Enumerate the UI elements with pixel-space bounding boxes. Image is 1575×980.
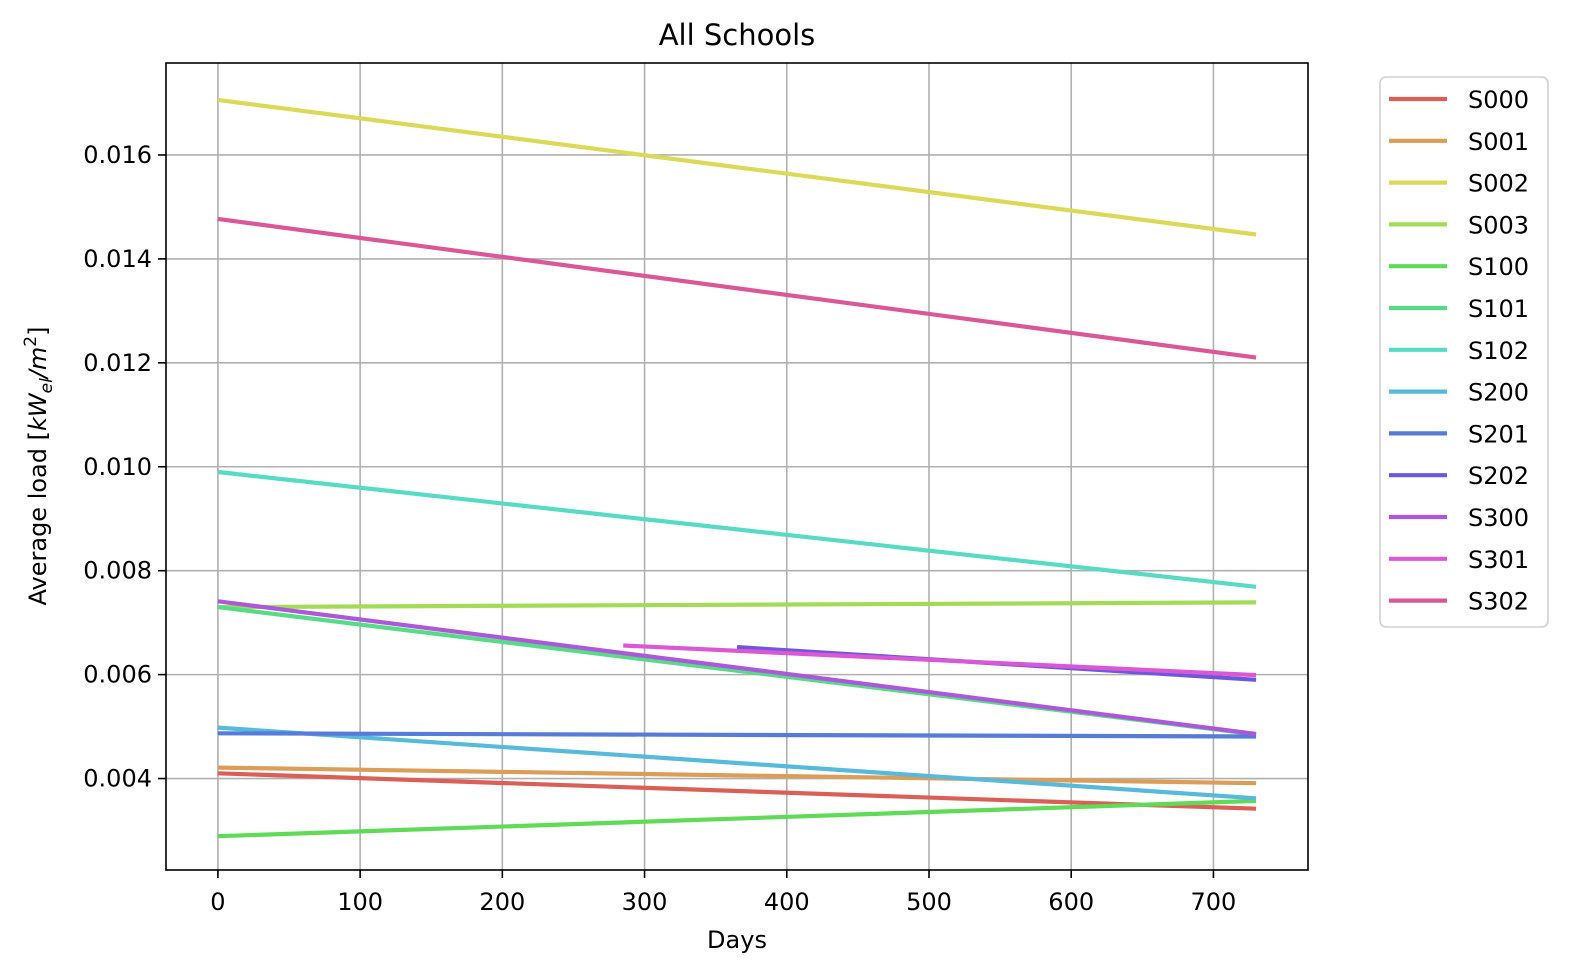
x-tick-label: 0 bbox=[210, 888, 225, 916]
legend: S000 S001 S002 S003 S100 S101 S102 S200 S201 S202… bbox=[1379, 76, 1549, 628]
series-line-s301 bbox=[623, 643, 1257, 678]
legend-label: S101 bbox=[1468, 295, 1529, 323]
x-tick-label: 400 bbox=[764, 888, 810, 916]
legend-frame bbox=[1379, 76, 1549, 628]
legend-label: S301 bbox=[1468, 546, 1529, 574]
x-tick-label: 100 bbox=[337, 888, 383, 916]
y-tick-label: 0.008 bbox=[83, 557, 152, 585]
y-axis-label-subscript: el bbox=[37, 378, 57, 393]
y-tick-label: 0.016 bbox=[83, 141, 152, 169]
legend-item-s000: S000 bbox=[1389, 86, 1529, 114]
legend-item-s100: S100 bbox=[1389, 253, 1529, 281]
legend-item-s201: S201 bbox=[1389, 420, 1529, 448]
y-tick-label: 0.004 bbox=[83, 765, 152, 793]
y-axis-label-prefix: Average load [ bbox=[24, 431, 52, 605]
y-tick-label: 0.010 bbox=[83, 453, 152, 481]
legend-item-s301: S301 bbox=[1389, 546, 1529, 574]
legend-label: S001 bbox=[1468, 128, 1529, 156]
series-line-s302 bbox=[217, 216, 1257, 360]
legend-label: S300 bbox=[1468, 504, 1529, 532]
y-axis-label: Average load [kWel/m2] bbox=[21, 327, 57, 606]
legend-item-s003: S003 bbox=[1389, 211, 1529, 239]
legend-label: S002 bbox=[1468, 170, 1529, 198]
series-line-s002 bbox=[217, 97, 1257, 237]
series-line-s000 bbox=[217, 771, 1257, 811]
legend-label: S201 bbox=[1468, 420, 1529, 448]
legend-label: S102 bbox=[1468, 337, 1529, 365]
y-tick-label: 0.006 bbox=[83, 661, 152, 689]
series-line-s300 bbox=[217, 599, 1257, 736]
x-tick-label: 500 bbox=[906, 888, 952, 916]
legend-item-s202: S202 bbox=[1389, 462, 1529, 490]
x-tick-label: 200 bbox=[479, 888, 525, 916]
series-line-s001 bbox=[217, 765, 1257, 786]
x-axis: 0 100 200 300 400 500 600 700 bbox=[210, 870, 1236, 916]
legend-item-s001: S001 bbox=[1389, 128, 1529, 156]
y-axis-label-divider: /m bbox=[24, 347, 52, 380]
series-line-s003 bbox=[217, 600, 1257, 610]
legend-item-s302: S302 bbox=[1389, 588, 1529, 616]
y-axis-label-unit: kW bbox=[24, 392, 52, 431]
legend-item-s101: S101 bbox=[1389, 295, 1529, 323]
legend-item-s002: S002 bbox=[1389, 170, 1529, 198]
y-axis-label-superscript: 2 bbox=[21, 336, 41, 347]
legend-label: S202 bbox=[1468, 462, 1529, 490]
legend-label: S302 bbox=[1468, 588, 1529, 616]
x-axis-label: Days bbox=[707, 926, 767, 954]
y-tick-label: 0.014 bbox=[83, 245, 152, 273]
legend-label: S000 bbox=[1468, 86, 1529, 114]
chart-title: All Schools bbox=[659, 18, 816, 52]
legend-label: S003 bbox=[1468, 211, 1529, 239]
series-line-s100 bbox=[217, 798, 1257, 839]
legend-label: S100 bbox=[1468, 253, 1529, 281]
series-line-s102 bbox=[217, 469, 1257, 589]
y-axis: 0.004 0.006 0.008 0.010 0.012 0.014 0.016 bbox=[83, 141, 166, 793]
legend-label: S200 bbox=[1468, 379, 1529, 407]
x-tick-label: 300 bbox=[622, 888, 668, 916]
series-line-s201 bbox=[217, 731, 1257, 739]
series-line-s200 bbox=[217, 725, 1257, 801]
y-axis-label-suffix: ] bbox=[24, 327, 52, 336]
legend-item-s300: S300 bbox=[1389, 504, 1529, 532]
y-tick-label: 0.012 bbox=[83, 349, 152, 377]
series-group bbox=[217, 97, 1257, 839]
x-tick-label: 600 bbox=[1048, 888, 1094, 916]
legend-item-s102: S102 bbox=[1389, 337, 1529, 365]
x-tick-label: 700 bbox=[1191, 888, 1237, 916]
legend-item-s200: S200 bbox=[1389, 379, 1529, 407]
